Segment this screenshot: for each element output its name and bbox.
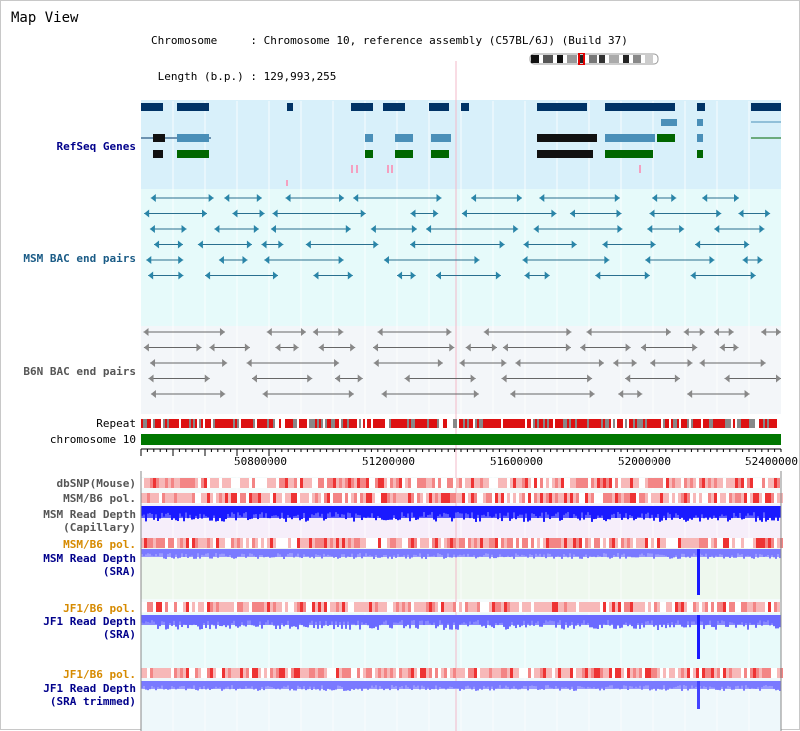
jf1-read-depth-trimmed-label[interactable]: JF1 Read Depth (SRA trimmed) — [43, 682, 136, 708]
repeat-label[interactable]: Repeat — [96, 417, 136, 430]
axis-tick-label: 52400000 — [745, 455, 798, 468]
axis-tick-label: 51200000 — [362, 455, 415, 468]
region-info: Chromosome : Chromosome 10, reference as… — [150, 11, 628, 179]
axis-tick-label: 51600000 — [490, 455, 543, 468]
msm-bac-end-pairs-track — [144, 194, 771, 280]
show-range-info: Show (b.p.) : 50,501,657-52,502,440 : 2,… — [151, 106, 496, 119]
map-view-title: Map View — [11, 10, 79, 26]
b6n-bac-label[interactable]: B6N BAC end pairs — [23, 365, 136, 378]
axis-tick-label: 52000000 — [618, 455, 671, 468]
chromosome-info: Chromosome : Chromosome 10, reference as… — [151, 34, 628, 47]
axis-tick-label: 50800000 — [234, 455, 287, 468]
msm-b6-pol-label[interactable]: MSM/B6 pol. — [63, 492, 136, 505]
chromosome-bar — [141, 434, 781, 445]
repeat-track — [141, 419, 781, 428]
msm-bac-track-bg — [141, 189, 781, 326]
ideogram-position-marker — [578, 53, 585, 65]
length-info: Length (b.p.) : 129,993,255 — [151, 70, 337, 83]
msm-bac-label[interactable]: MSM BAC end pairs — [23, 252, 136, 265]
jf1-read-depth-sra-label[interactable]: JF1 Read Depth (SRA) — [43, 615, 136, 641]
jf1-b6-pol-label[interactable]: JF1/B6 pol. — [63, 602, 136, 615]
refseq-genes-label[interactable]: RefSeq Genes — [56, 140, 136, 153]
chromosome-ideogram[interactable] — [529, 53, 661, 65]
b6n-bac-end-pairs-track — [143, 328, 781, 398]
msm-read-depth-capillary-label[interactable]: MSM Read Depth (Capillary) — [43, 508, 136, 534]
read-depth-rows — [141, 506, 781, 709]
dbsnp-label[interactable]: dbSNP(Mouse) — [56, 477, 136, 490]
variation-track-bg — [141, 477, 781, 731]
grid-lines — [172, 101, 750, 731]
chromosome-label: chromosome 10 — [49, 433, 136, 446]
msm-b6-pol-sra-label[interactable]: MSM/B6 pol. — [63, 538, 136, 551]
msm-read-depth-sra-label[interactable]: MSM Read Depth (SRA) — [43, 552, 136, 578]
b6n-bac-track-bg — [141, 326, 781, 414]
jf1-b6-pol-trim-label[interactable]: JF1/B6 pol. — [63, 668, 136, 681]
heatmap-rows — [141, 478, 783, 678]
